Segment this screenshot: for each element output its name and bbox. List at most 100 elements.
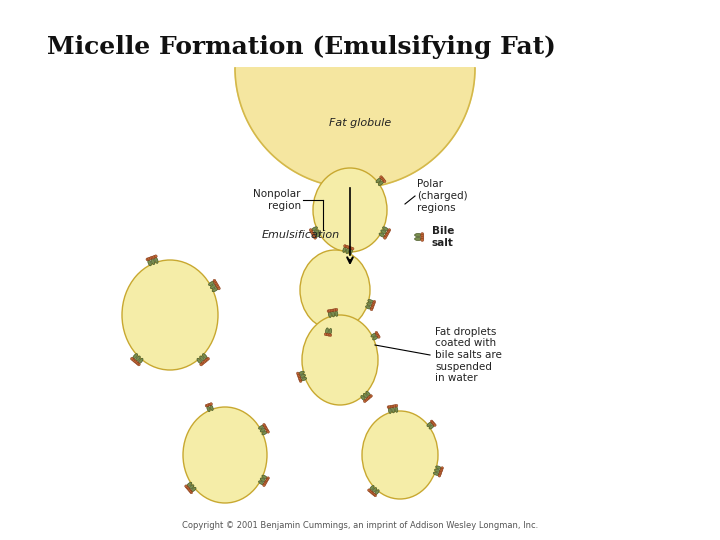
Ellipse shape [313,168,387,252]
Ellipse shape [361,395,365,401]
Circle shape [343,245,346,247]
Circle shape [327,310,330,313]
Circle shape [364,400,366,403]
Ellipse shape [262,475,267,479]
Circle shape [297,374,300,376]
Circle shape [214,281,217,284]
Circle shape [366,398,369,401]
Text: Polar
(charged)
regions: Polar (charged) regions [417,179,467,213]
Text: Nonpolar
region: Nonpolar region [253,189,301,211]
Circle shape [372,302,375,305]
Circle shape [392,405,395,408]
Circle shape [202,361,205,363]
Circle shape [267,430,269,433]
Circle shape [204,360,207,362]
Circle shape [382,179,384,181]
Ellipse shape [260,428,266,432]
Ellipse shape [300,250,370,330]
Circle shape [329,309,331,312]
Circle shape [186,486,189,489]
Ellipse shape [183,407,267,503]
Circle shape [146,258,149,261]
Ellipse shape [415,233,422,237]
Ellipse shape [325,328,328,334]
Ellipse shape [207,406,210,411]
Ellipse shape [212,288,218,292]
Circle shape [390,405,393,408]
Text: Copyright © 2001 Benjamin Cummings, an imprint of Addison Wesley Longman, Inc.: Copyright © 2001 Benjamin Cummings, an i… [182,521,538,530]
Circle shape [372,303,374,306]
Circle shape [132,359,135,361]
Circle shape [336,308,338,311]
Ellipse shape [135,356,140,361]
Text: Fat droplets
coated with
bile salts are
suspended
in water: Fat droplets coated with bile salts are … [435,327,502,383]
Circle shape [333,309,336,311]
Circle shape [328,334,330,336]
Ellipse shape [122,260,218,370]
Ellipse shape [138,358,143,363]
Circle shape [368,489,370,491]
Circle shape [326,333,328,336]
Circle shape [324,333,327,335]
Circle shape [264,426,267,429]
Ellipse shape [378,181,384,185]
Circle shape [377,336,380,338]
Circle shape [347,246,349,248]
Circle shape [297,375,300,378]
Circle shape [420,237,424,240]
Ellipse shape [392,407,395,413]
Circle shape [345,245,348,248]
Ellipse shape [202,354,207,359]
Ellipse shape [335,310,338,316]
Circle shape [370,491,373,494]
Circle shape [216,284,218,287]
Ellipse shape [148,260,151,266]
Circle shape [371,307,374,309]
Circle shape [373,493,375,496]
Circle shape [264,483,266,485]
Ellipse shape [435,469,440,472]
Circle shape [369,490,372,492]
Circle shape [208,403,211,406]
Ellipse shape [366,392,370,396]
Ellipse shape [366,306,372,309]
Ellipse shape [151,258,155,265]
Circle shape [376,333,379,335]
Circle shape [372,305,374,308]
Circle shape [330,309,333,312]
Circle shape [329,334,332,336]
Ellipse shape [262,431,267,435]
Circle shape [263,484,265,487]
Ellipse shape [210,285,216,288]
Circle shape [350,247,353,249]
Ellipse shape [209,281,215,286]
Ellipse shape [260,478,266,482]
Circle shape [431,420,433,423]
Ellipse shape [328,312,331,318]
Circle shape [439,471,442,474]
Circle shape [297,372,299,375]
Circle shape [205,359,208,361]
Circle shape [388,228,391,232]
Ellipse shape [349,249,352,255]
Ellipse shape [210,405,213,410]
Circle shape [383,180,386,183]
Text: Emulsification: Emulsification [262,230,340,240]
Ellipse shape [343,247,346,252]
Circle shape [207,357,210,360]
Ellipse shape [382,227,388,231]
Circle shape [266,429,269,432]
Circle shape [149,256,152,260]
Ellipse shape [427,422,432,427]
Ellipse shape [376,178,382,183]
Ellipse shape [312,227,318,231]
Circle shape [190,491,193,494]
Ellipse shape [371,333,377,337]
Ellipse shape [395,407,397,412]
Ellipse shape [362,411,438,499]
Circle shape [433,424,436,427]
Text: Micelle Formation (Emulsifying Fat): Micelle Formation (Emulsifying Fat) [47,35,556,59]
Circle shape [420,233,424,235]
Circle shape [395,404,398,407]
Circle shape [187,488,189,490]
